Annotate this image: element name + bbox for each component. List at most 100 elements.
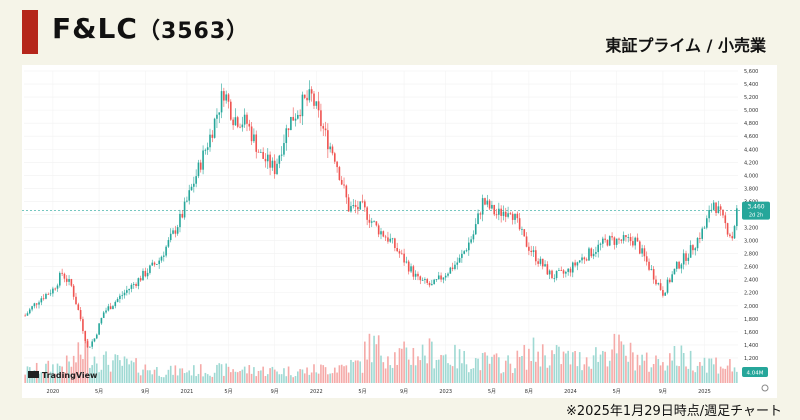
candle-body <box>606 239 609 246</box>
candle-body <box>264 158 267 162</box>
volume-bar <box>137 372 140 383</box>
volume-bar <box>412 347 415 383</box>
candle-body <box>297 114 299 119</box>
volume-bar <box>84 341 87 383</box>
candle-body <box>95 334 98 339</box>
y-tick-label: 1,800 <box>744 317 758 323</box>
volume-bar <box>202 376 204 383</box>
candle-body <box>169 233 172 241</box>
volume-bar <box>608 360 611 383</box>
volume-bar <box>72 355 75 383</box>
volume-bar <box>290 375 292 383</box>
candle-body <box>504 211 507 217</box>
candle-body <box>65 278 68 282</box>
volume-bar <box>271 366 274 383</box>
candle-body <box>477 213 479 225</box>
candle-body <box>578 260 581 263</box>
y-tick-label: 2,800 <box>744 252 758 258</box>
candle-body <box>583 257 586 260</box>
candle-body <box>253 134 255 142</box>
volume-bar <box>726 365 729 383</box>
volume-bar <box>206 374 209 383</box>
candle-body <box>629 237 632 242</box>
volume-bar <box>604 351 606 383</box>
volume-bar <box>622 344 625 383</box>
volume-bar <box>585 357 588 383</box>
candle-body <box>444 275 447 278</box>
volume-bar <box>516 350 519 383</box>
volume-bar <box>634 370 636 383</box>
volume-bar <box>42 372 45 383</box>
volume-bar <box>248 365 251 383</box>
y-tick-label: 2,000 <box>744 304 758 310</box>
candle-body <box>724 215 727 224</box>
volume-bar <box>613 333 616 383</box>
volume-bar <box>197 373 200 383</box>
candle-body <box>172 230 174 234</box>
volume-bar <box>643 360 646 383</box>
x-tick-label: 2020 <box>47 389 60 395</box>
candle-body <box>488 200 491 209</box>
candle-body <box>144 270 147 277</box>
candle-body <box>595 252 597 254</box>
volume-bar <box>567 350 569 383</box>
volume-bar <box>199 364 202 383</box>
candle-body <box>176 227 179 234</box>
candle-body <box>719 206 722 210</box>
candle-body <box>294 118 297 121</box>
volume-bar <box>162 377 165 383</box>
candle-body <box>359 201 362 210</box>
x-tick-label: 9月 <box>271 389 279 395</box>
candle-body <box>678 261 680 269</box>
volume-bar <box>463 350 465 383</box>
candle-body <box>320 110 322 127</box>
candle-body <box>343 184 345 186</box>
volume-bar <box>530 361 533 383</box>
footnote: ※2025年1月29日時点/週足チャート <box>565 404 782 419</box>
volume-bar <box>689 350 692 383</box>
candle-body <box>287 128 290 131</box>
candle-body <box>396 248 398 252</box>
volume-bar <box>255 376 258 383</box>
volume-bar <box>174 365 177 383</box>
x-tick-label: 2023 <box>439 389 452 395</box>
candle-body <box>424 279 426 280</box>
title-accent-bar <box>22 10 38 54</box>
volume-bar <box>417 356 419 383</box>
volume-bar <box>303 373 306 383</box>
settings-button[interactable] <box>761 384 769 392</box>
candle-body <box>366 207 368 220</box>
volume-bar <box>595 347 597 383</box>
volume-bar <box>682 353 685 383</box>
candle-body <box>327 130 329 150</box>
candle-body <box>398 251 401 254</box>
candle-body <box>511 213 514 220</box>
volume-bar <box>167 369 170 383</box>
candle-body <box>558 270 560 271</box>
volume-bar <box>581 370 583 383</box>
volume-bar <box>31 373 33 383</box>
candle-body <box>195 176 197 184</box>
candle-body <box>116 299 119 302</box>
volume-bar <box>703 357 706 383</box>
settings-gear-icon <box>761 384 769 392</box>
candle-body <box>539 258 542 264</box>
stock-chart[interactable]: 5,600 5,400 5,200 5,000 4,800 4,600 4,400 4,200… <box>22 65 777 398</box>
candle-body <box>643 248 646 257</box>
volume-bar <box>440 354 442 383</box>
candle-body <box>599 243 602 245</box>
candle-body <box>202 150 204 170</box>
candle-body <box>100 317 103 324</box>
y-tick-label: 1,200 <box>744 356 758 362</box>
candle-body <box>479 213 482 215</box>
volume-bar <box>109 371 112 383</box>
volume-bar <box>424 355 426 383</box>
y-tick-label: 5,000 <box>744 108 758 114</box>
volume-bar <box>366 359 368 383</box>
candle-body <box>419 276 422 281</box>
candlesticks <box>24 80 738 350</box>
chart-svg[interactable]: 5,600 5,400 5,200 5,000 4,800 4,600 4,400 4,200… <box>22 65 777 398</box>
volume-bar <box>433 368 435 383</box>
candle-body <box>236 117 239 127</box>
candle-body <box>227 94 230 102</box>
